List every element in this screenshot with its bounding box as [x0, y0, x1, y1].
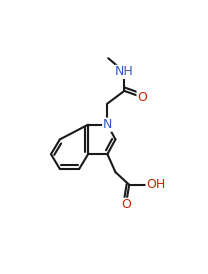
Text: NH: NH	[115, 65, 134, 78]
Text: OH: OH	[146, 178, 165, 191]
Text: N: N	[103, 118, 112, 131]
Text: O: O	[137, 91, 147, 104]
Text: O: O	[121, 198, 131, 211]
